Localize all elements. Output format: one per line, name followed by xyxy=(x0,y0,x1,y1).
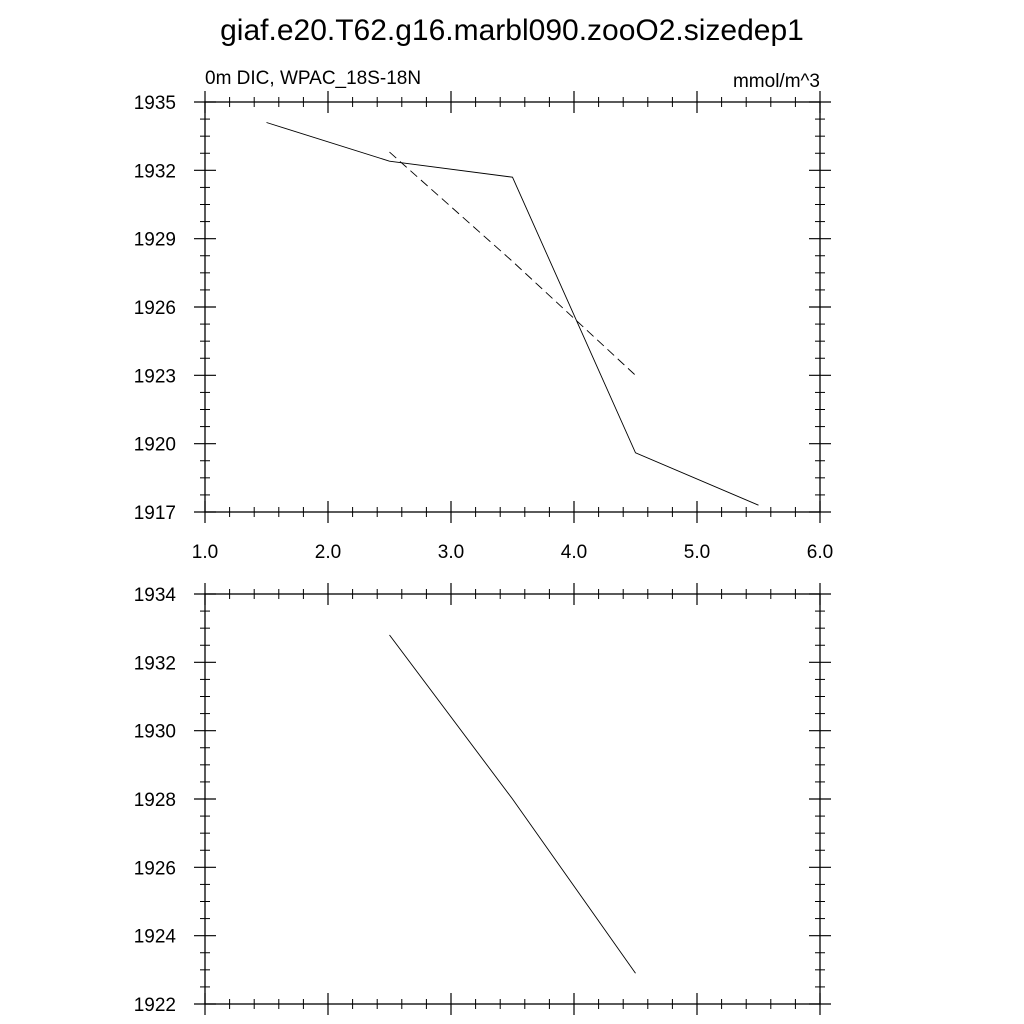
y-tick-label: 1926 xyxy=(134,298,176,319)
y-tick-label: 1924 xyxy=(134,927,177,948)
x-tick-label: 6.0 xyxy=(807,542,833,563)
y-tick-label: 1932 xyxy=(134,653,176,674)
x-tick-label: 5.0 xyxy=(684,542,710,563)
bottom-panel-tick-labels: 1922 1924 1926 1928 1930 1932 1934 xyxy=(134,585,177,1016)
y-tick-label: 1928 xyxy=(134,790,176,811)
top-panel-series xyxy=(266,122,759,506)
top-panel-frame xyxy=(204,101,821,513)
x-tick-label: 1.0 xyxy=(192,542,218,563)
y-tick-label: 1926 xyxy=(134,858,176,879)
x-tick-label: 2.0 xyxy=(315,542,341,563)
y-tick-label: 1922 xyxy=(134,995,176,1016)
top-panel-tick-labels: 1.0 2.0 3.0 4.0 5.0 6.0 1917 1920 1923 1926 1929 19… xyxy=(134,93,833,563)
top-panel: 0m DIC, WPAC_18S-18N mmol/m^3 1.0 2.0 3.0 4… xyxy=(134,68,833,563)
bottom-panel-series xyxy=(389,634,636,974)
y-tick-label: 1935 xyxy=(134,93,176,114)
dashed-series-line xyxy=(389,151,636,376)
x-tick-label: 4.0 xyxy=(561,542,587,563)
bottom-panel-ticks xyxy=(194,583,831,1015)
y-tick-label: 1920 xyxy=(134,435,176,456)
bottom-panel: 1922 1924 1926 1928 1930 1932 1934 xyxy=(134,583,831,1016)
solid-series-line xyxy=(266,122,759,506)
y-tick-label: 1930 xyxy=(134,722,176,743)
solid-series-line xyxy=(389,634,636,974)
top-panel-left-label: 0m DIC, WPAC_18S-18N xyxy=(205,68,421,89)
chart-title: giaf.e20.T62.g16.marbl090.zooO2.sizedep1 xyxy=(220,14,804,47)
y-tick-label: 1934 xyxy=(134,585,177,606)
y-tick-label: 1932 xyxy=(134,161,176,182)
top-panel-ticks xyxy=(194,91,831,523)
y-tick-label: 1929 xyxy=(134,230,176,251)
y-tick-label: 1917 xyxy=(134,503,176,524)
top-panel-units-label: mmol/m^3 xyxy=(733,71,820,92)
y-tick-label: 1923 xyxy=(134,366,176,387)
x-tick-label: 3.0 xyxy=(438,542,464,563)
